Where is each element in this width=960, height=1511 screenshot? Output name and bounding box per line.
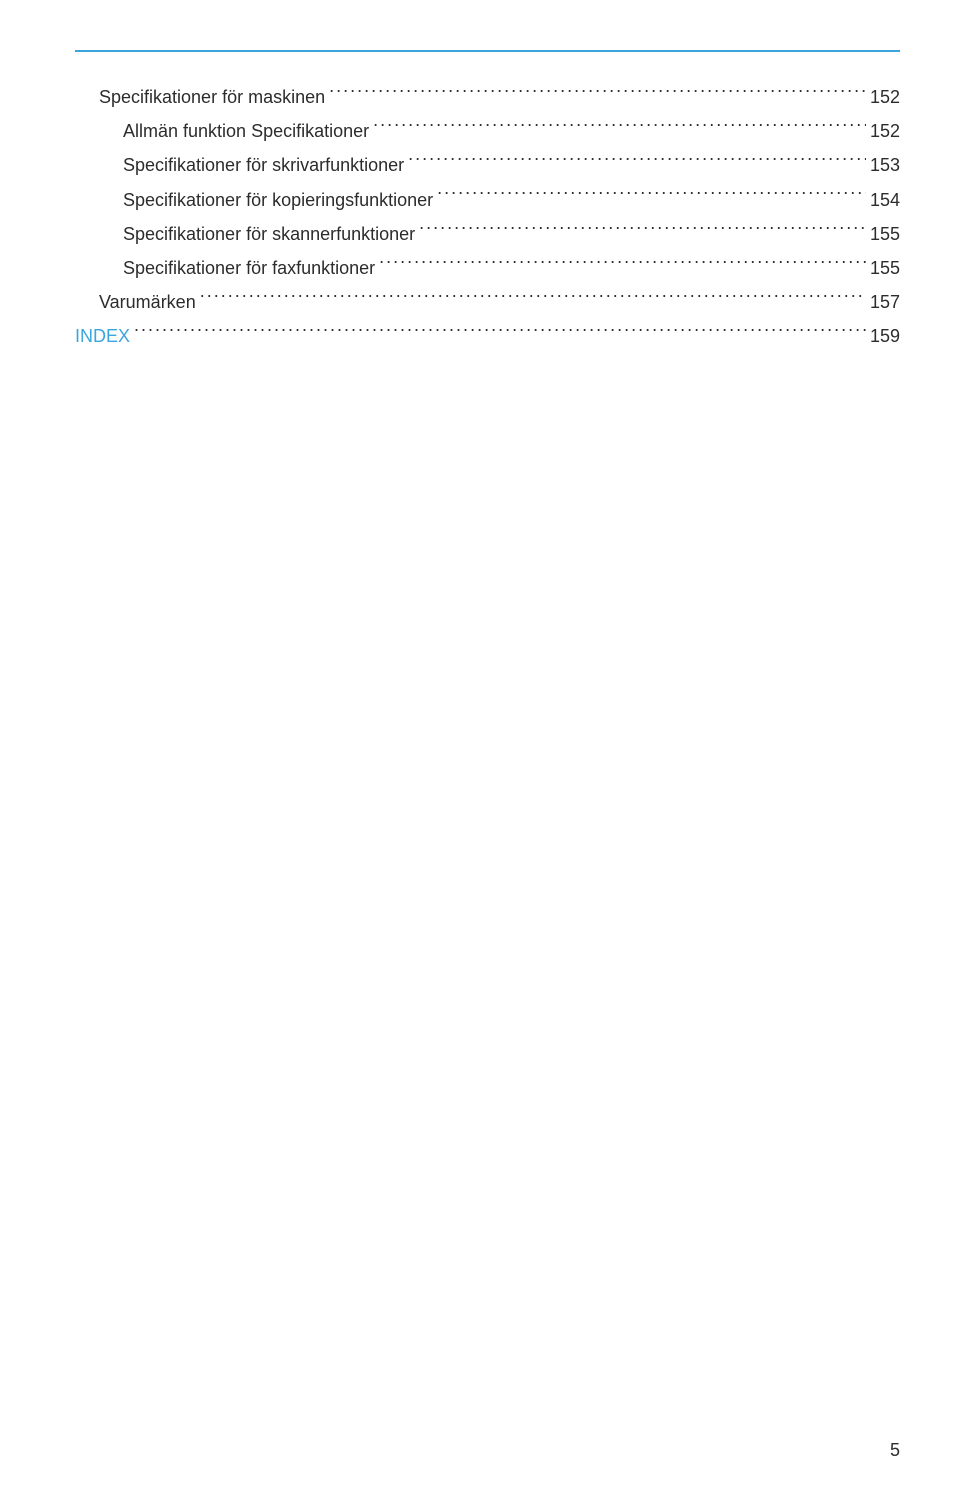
toc-label: Specifikationer för kopieringsfunktioner	[123, 183, 433, 217]
toc-label: Specifikationer för skrivarfunktioner	[123, 148, 404, 182]
toc-entry: Specifikationer för maskinen 152	[75, 80, 900, 114]
toc-label: INDEX	[75, 319, 130, 353]
toc-entry: INDEX 159	[75, 319, 900, 353]
toc-label: Allmän funktion Specifikationer	[123, 114, 369, 148]
toc-leader	[134, 324, 866, 342]
toc-entry: Specifikationer för skrivarfunktioner 15…	[75, 148, 900, 182]
toc-leader	[408, 153, 866, 171]
toc-entry: Varumärken 157	[75, 285, 900, 319]
toc-page: 154	[870, 183, 900, 217]
toc-entry: Specifikationer för skannerfunktioner 15…	[75, 217, 900, 251]
toc-entry: Specifikationer för kopieringsfunktioner…	[75, 183, 900, 217]
toc-leader	[329, 85, 866, 103]
toc-leader	[373, 119, 866, 137]
toc-label: Specifikationer för maskinen	[99, 80, 325, 114]
toc-leader	[200, 290, 866, 308]
toc-leader	[379, 256, 866, 274]
toc-page: 159	[870, 319, 900, 353]
toc-label: Specifikationer för faxfunktioner	[123, 251, 375, 285]
toc-page: 152	[870, 80, 900, 114]
top-rule	[75, 50, 900, 52]
toc-leader	[419, 222, 866, 240]
toc-label: Specifikationer för skannerfunktioner	[123, 217, 415, 251]
toc-entry: Allmän funktion Specifikationer 152	[75, 114, 900, 148]
toc-entry: Specifikationer för faxfunktioner 155	[75, 251, 900, 285]
page-number: 5	[890, 1440, 900, 1461]
toc-page: 157	[870, 285, 900, 319]
toc-page: 152	[870, 114, 900, 148]
document-page: Specifikationer för maskinen 152 Allmän …	[0, 50, 960, 1511]
toc-page: 155	[870, 251, 900, 285]
toc-leader	[437, 188, 866, 206]
toc-page: 153	[870, 148, 900, 182]
toc-label: Varumärken	[99, 285, 196, 319]
toc-page: 155	[870, 217, 900, 251]
table-of-contents: Specifikationer för maskinen 152 Allmän …	[75, 80, 900, 354]
